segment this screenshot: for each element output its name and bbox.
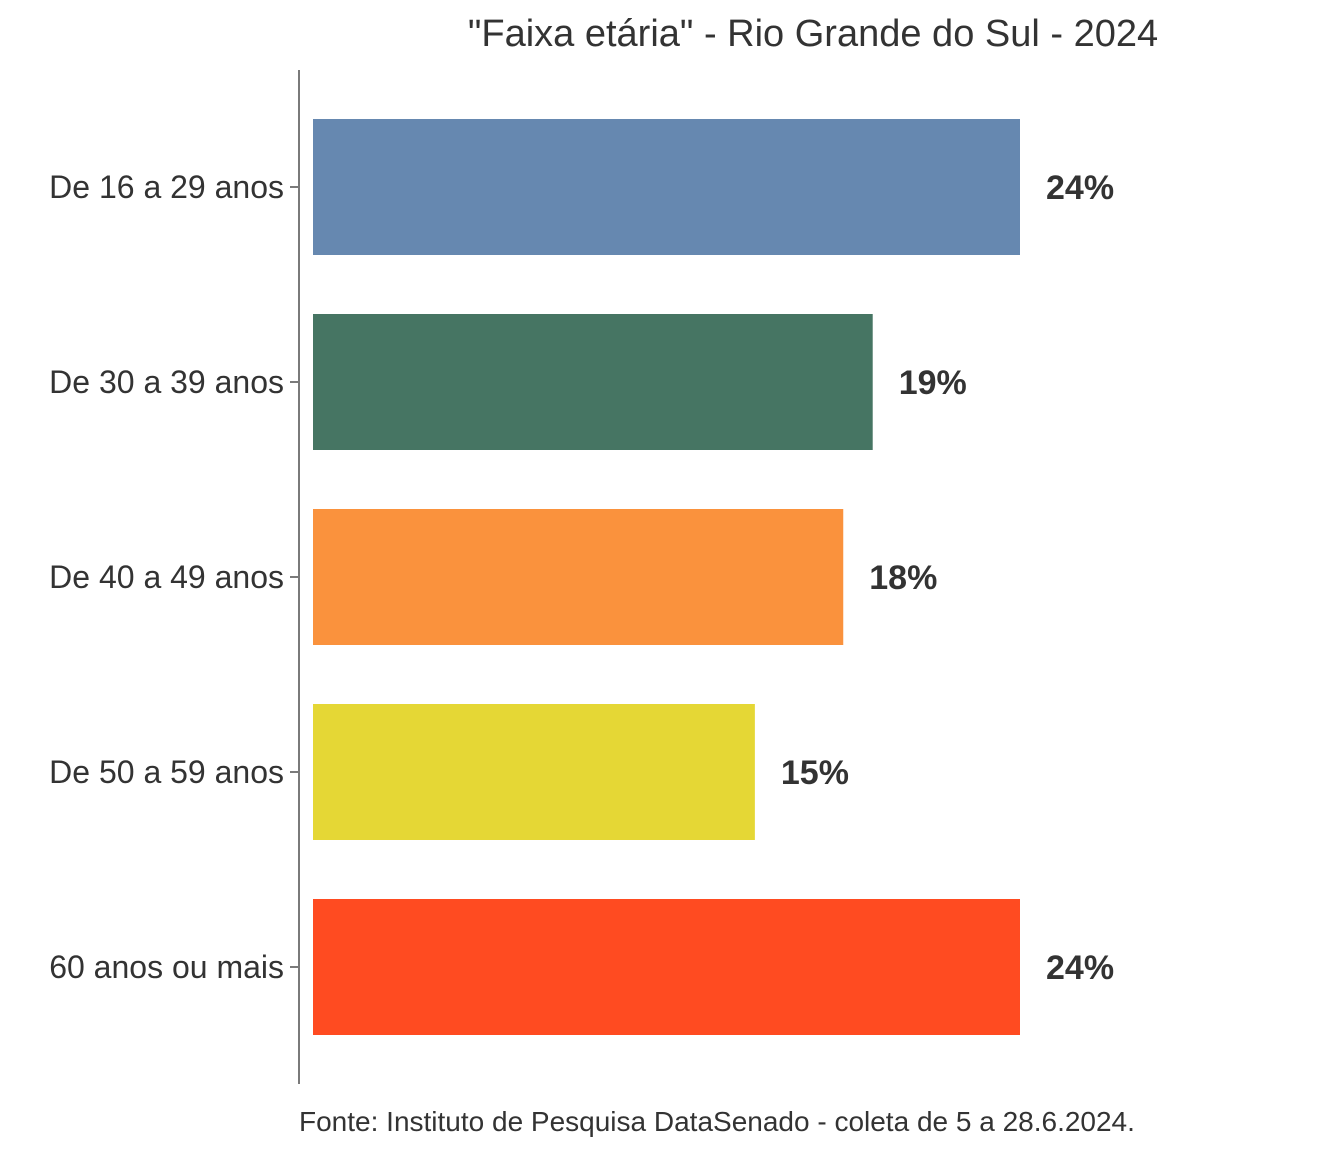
bars-group: De 16 a 29 anos 24% De 30 a 39 anos 19% De 4… [49,119,1114,1035]
chart-title: "Faixa etária" - Rio Grande do Sul - 202… [468,13,1158,55]
bar-1 [313,119,1020,255]
value-label-1: 24% [1046,169,1114,207]
category-label-1: De 16 a 29 anos [49,169,284,205]
value-label-4: 15% [781,754,849,792]
value-label-2: 19% [899,364,967,402]
chart-caption: Fonte: Instituto de Pesquisa DataSenado … [299,1106,1135,1137]
category-label-5: 60 anos ou mais [49,949,284,985]
value-label-5: 24% [1046,949,1114,987]
category-label-4: De 50 a 59 anos [49,754,284,790]
category-label-2: De 30 a 39 anos [49,364,284,400]
bar-2 [313,314,873,450]
bar-4 [313,704,755,840]
value-label-3: 18% [869,559,937,597]
bar-3 [313,509,844,645]
category-label-3: De 40 a 49 anos [49,559,284,595]
bar-5 [313,899,1020,1035]
